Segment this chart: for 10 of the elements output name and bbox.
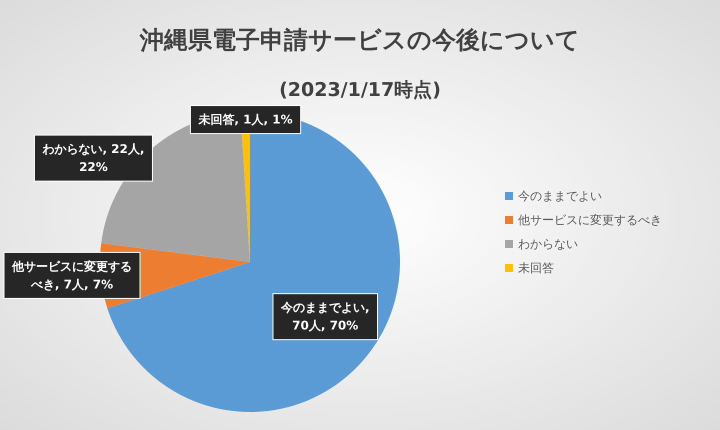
legend-label: 今のままでよい xyxy=(518,189,602,203)
legend-label: 未回答 xyxy=(518,261,554,275)
data-label: 他サービスに変更するべき, 7人, 7% xyxy=(11,259,132,292)
legend-label: 他サービスに変更するべき xyxy=(518,213,662,227)
data-label: 未回答, 1人, 1% xyxy=(197,112,293,127)
chart-subtitle: (2023/1/17時点) xyxy=(279,79,441,101)
chart-title: 沖縄県電子申請サービスの今後について xyxy=(139,26,580,54)
legend-label: わからない xyxy=(518,237,578,251)
data-label: わからない, 22人, 22% xyxy=(41,142,144,174)
data-label: 今のままでよい, 70人, 70% xyxy=(280,300,370,333)
